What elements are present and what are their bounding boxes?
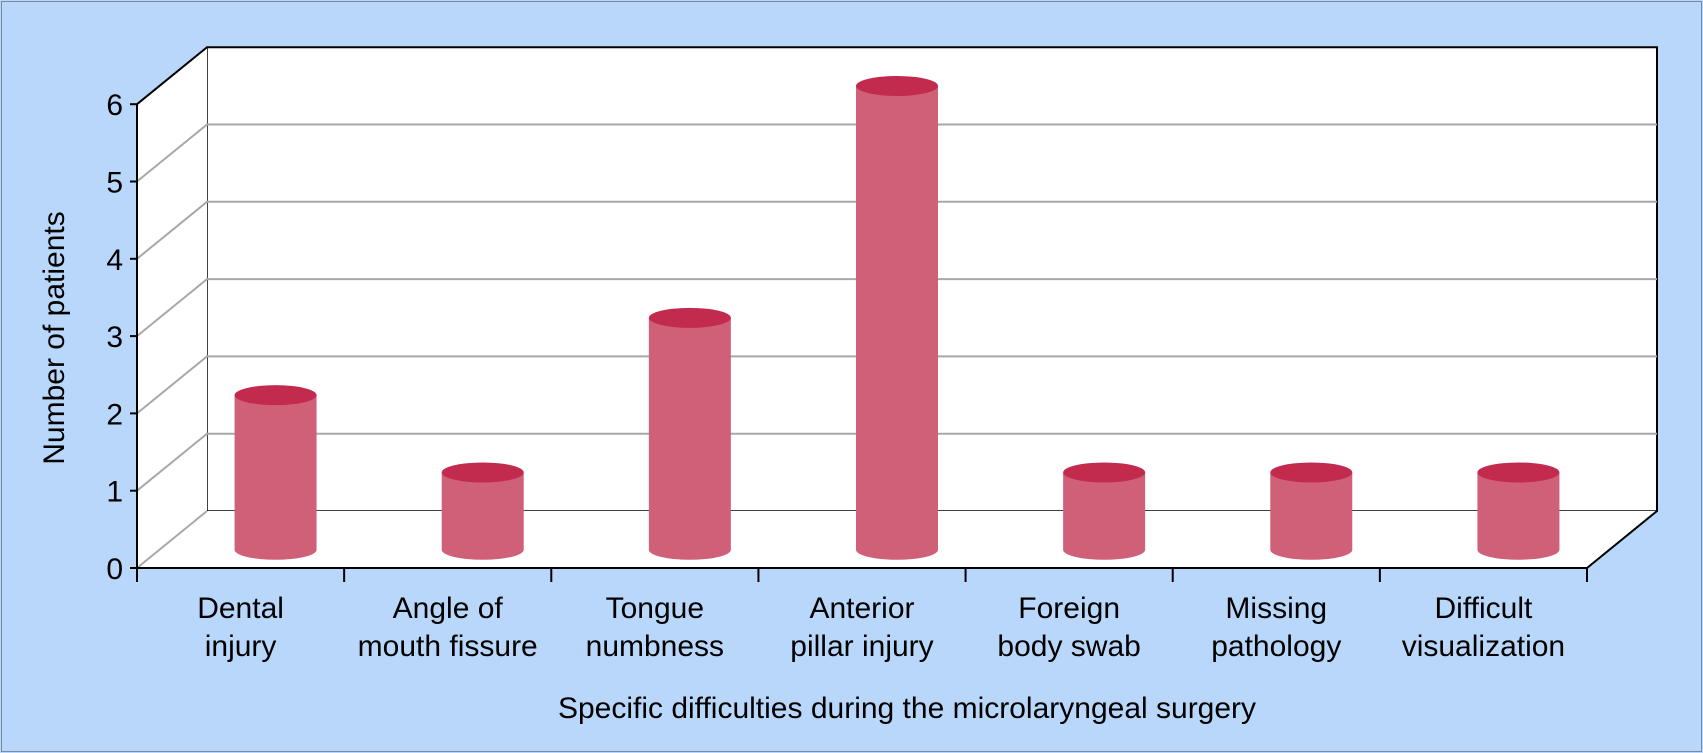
bar-top xyxy=(1063,462,1146,483)
bars xyxy=(234,75,1560,560)
bar-top xyxy=(234,385,317,406)
bar xyxy=(441,462,524,560)
x-category-label: Angle of mouth fissure xyxy=(358,592,538,663)
x-category-labels: Dental injury Angle of mouth fissure Tongue n… xyxy=(197,592,1565,663)
y-tick-label: 0 xyxy=(106,553,123,586)
bar-body xyxy=(648,317,731,560)
bar-top xyxy=(648,307,731,328)
x-category-label: Foreign body swab xyxy=(997,592,1140,663)
gridline xyxy=(136,355,1657,415)
y-tick-label: 2 xyxy=(106,398,123,431)
bar xyxy=(234,385,317,560)
y-tick-label: 3 xyxy=(106,321,123,354)
gridline xyxy=(136,278,1657,337)
bar-top xyxy=(1270,462,1353,483)
gridline xyxy=(136,510,208,569)
bar-top xyxy=(1477,462,1560,483)
x-category-label: Dental injury xyxy=(197,592,284,663)
bar-top xyxy=(856,75,938,96)
bar-body xyxy=(1477,472,1560,560)
y-tick-label: 4 xyxy=(106,244,123,277)
y-tick-label: 6 xyxy=(106,89,123,122)
bar-body xyxy=(855,85,938,560)
y-tick-label: 5 xyxy=(106,167,123,200)
x-axis-title: Specific difficulties during the microla… xyxy=(558,692,1256,725)
bar xyxy=(1270,462,1353,560)
bar xyxy=(648,307,731,560)
gridline xyxy=(136,123,1657,183)
x-category-label: Tongue numbness xyxy=(586,592,724,663)
bar-body xyxy=(441,472,524,560)
x-category-label: Missing pathology xyxy=(1211,592,1341,663)
y-tick-label: 1 xyxy=(106,476,123,509)
x-category-label: Anterior pillar injury xyxy=(790,592,933,663)
gridline xyxy=(136,432,1657,492)
gridlines xyxy=(136,123,1657,569)
y-axis-title: Number of patients xyxy=(38,211,71,464)
bar xyxy=(1477,462,1560,560)
y-tick-labels: 0 1 2 3 4 5 6 xyxy=(106,89,123,586)
gridline xyxy=(136,200,1657,260)
x-category-label: Difficult visualization xyxy=(1402,592,1565,663)
plot-outline xyxy=(136,46,1658,569)
axes xyxy=(130,103,1588,582)
bar-body xyxy=(1270,472,1353,560)
bar xyxy=(855,75,938,560)
bar-body xyxy=(1063,472,1146,560)
bar-top xyxy=(441,462,524,483)
bar xyxy=(1063,462,1146,560)
bar-body xyxy=(234,395,317,560)
